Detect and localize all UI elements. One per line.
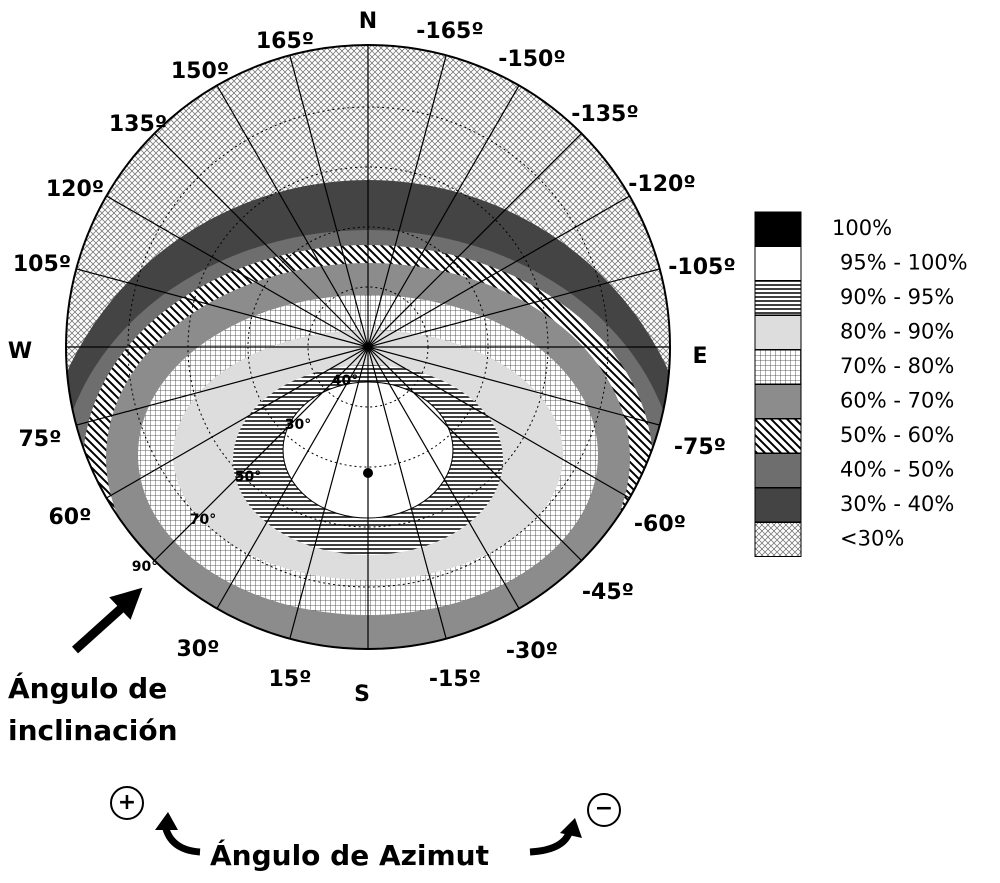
grid-spoke [367, 346, 670, 431]
inclination-label: 40° [332, 373, 358, 389]
azimuth-label: -45º [582, 580, 634, 605]
azimuth-label: -120º [628, 172, 695, 197]
legend-swatch [754, 211, 802, 247]
grid-spoke [367, 346, 529, 625]
grid-spoke [284, 346, 369, 649]
azimuth-label: 165º [256, 29, 314, 54]
compass-label: N [359, 9, 377, 34]
grid-spoke [66, 346, 369, 431]
annotation: + [118, 790, 136, 815]
azimuth-label: 60º [48, 505, 91, 530]
legend-swatch [754, 487, 802, 523]
azimuth-label: -15º [429, 667, 481, 692]
grid-spoke [367, 120, 595, 348]
legend-label: 50% - 60% [840, 423, 954, 447]
azimuth-label: 135º [109, 112, 167, 137]
legend-label: 100% [832, 216, 892, 240]
azimuth-label: -135º [571, 102, 638, 127]
irradiation-map [66, 45, 670, 649]
legend-swatch [754, 418, 802, 454]
grid-spoke [367, 263, 670, 348]
legend-label: 90% - 95% [840, 285, 954, 309]
legend-swatch [754, 384, 802, 419]
azimuth-label: 120º [46, 177, 104, 202]
inclination-label: 70° [190, 512, 216, 528]
grid-spoke [141, 346, 369, 574]
azimuth-label: -165º [416, 19, 483, 44]
legend-swatch [754, 246, 802, 281]
grid-spoke [367, 69, 529, 348]
grid-spoke [367, 346, 452, 649]
legend-label: 40% - 50% [840, 458, 954, 482]
grid-spoke [90, 346, 369, 508]
grid-spoke [367, 346, 646, 508]
legend-label: 95% - 100% [840, 251, 968, 275]
legend-label: <30% [840, 527, 904, 551]
azimuth-label: -150º [498, 47, 565, 72]
grid-spoke [207, 69, 369, 348]
inclination-label: 30° [285, 417, 311, 433]
legend-label: 80% - 90% [840, 320, 954, 344]
azimuth-label: 105º [13, 252, 71, 277]
compass-label: S [354, 682, 370, 707]
legend-swatch [754, 522, 802, 557]
grid-spoke [207, 346, 369, 625]
annotation: Ángulo de Azimut [210, 838, 489, 872]
grid-spoke [66, 263, 369, 348]
annotation: inclinación [8, 714, 178, 747]
inclination-label: 90° [132, 559, 158, 575]
grid-spoke [90, 186, 369, 348]
legend-label: 30% - 40% [840, 492, 954, 516]
azimuth-label: -60º [634, 512, 686, 537]
azimuth-label: -30º [506, 639, 558, 664]
legend-label: 70% - 80% [840, 354, 954, 378]
compass-label: W [8, 339, 32, 364]
grid-spoke [141, 120, 369, 348]
azimuth-label: -75º [674, 435, 726, 460]
legend-swatch [754, 453, 802, 488]
legend-swatch [754, 315, 802, 350]
inclination-label: 50° [235, 469, 261, 485]
grid-spoke [367, 186, 646, 348]
legend-label: 60% - 70% [840, 389, 954, 413]
legend-swatch [754, 280, 802, 316]
grid-spoke [284, 45, 369, 348]
compass-label: E [692, 344, 707, 369]
grid-spoke [367, 346, 595, 574]
grid-spoke [367, 45, 452, 348]
azimuth-label: 75º [18, 427, 61, 452]
legend-swatch [754, 349, 802, 385]
azimuth-label: -105º [668, 255, 735, 280]
annotation: Ángulo de [8, 671, 167, 705]
annotation: − [595, 796, 613, 821]
azimuth-label: 150º [171, 59, 229, 84]
azimuth-label: 30º [176, 637, 219, 662]
azimuth-label: 15º [268, 667, 311, 692]
